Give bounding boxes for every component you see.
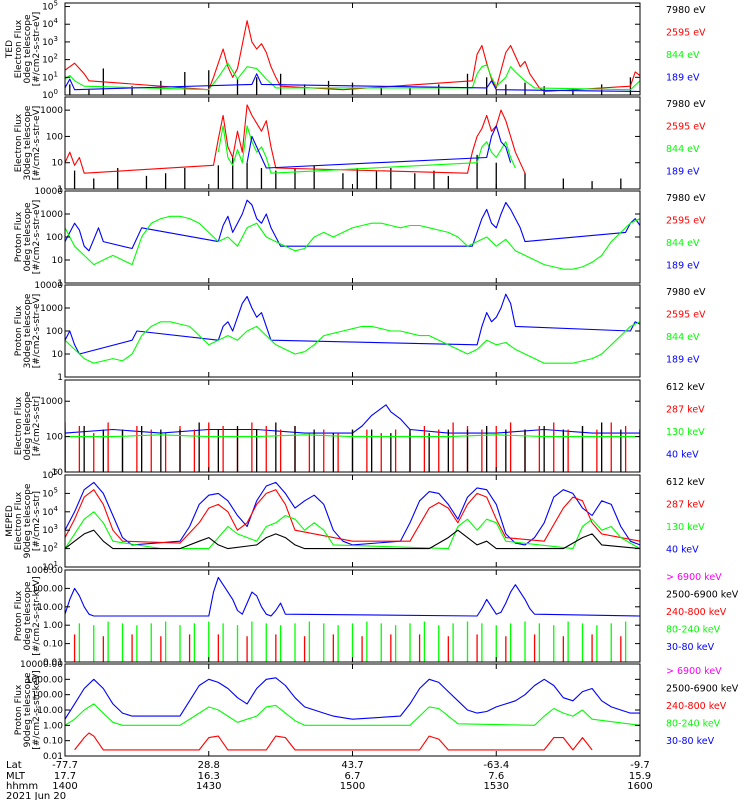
ytick-label-0: 1 [57,373,63,383]
legend-entry-0: 612 keV [666,477,705,488]
legend-entry-2: 130 keV [666,427,705,438]
legend-entry-1: 2500-6900 keV [666,684,739,695]
legend-entry-1: 2595 eV [666,216,706,227]
ytick-label-3: 1000 [40,106,63,116]
legend-entry-0: 7980 eV [666,5,706,16]
legend-entry-4: 30-80 keV [666,736,715,747]
ytick-label-2: 100 [46,132,63,142]
legend-entry-0: > 6900 keV [666,572,722,583]
legend-entry-0: 7980 eV [666,287,706,298]
xaxis-hhmm-value-3: 1530 [484,781,509,792]
ytick-label-4: 10000 [34,281,63,291]
legend-entry-1: 2500-6900 keV [666,590,739,601]
ytick-label-2: 100 [46,233,63,243]
ylabel-line-2: [#/cm2-s-str-eV] [32,294,42,369]
legend-entry-3: 189 eV [666,355,700,366]
legend-entry-0: 7980 eV [666,99,706,110]
legend-entry-3: 80-240 keV [666,625,721,636]
legend-entry-0: 612 keV [666,382,705,393]
legend-entry-1: 287 keV [666,405,705,416]
xaxis-hhmm-value-0: 1400 [52,781,77,792]
legend-entry-3: 189 eV [666,261,700,272]
legend-entry-1: 287 keV [666,500,705,511]
legend-entry-2: 130 keV [666,522,705,533]
ylabel-line-2: [#/cm2-s-str] [32,396,42,456]
legend-entry-4: 30-80 keV [666,642,715,653]
legend-entry-3: 40 keV [666,450,699,461]
xaxis-hhmm-value-4: 1600 [627,781,652,792]
xaxis-lat-value-1: 28.8 [198,760,220,771]
ytick-label-6: 10000.00 [20,660,63,670]
ylabel-line-2: [#/cm2-s-str-keV] [32,670,42,749]
legend-entry-2: 240-800 keV [666,607,727,618]
legend-entry-1: 2595 eV [666,122,706,133]
legend-entry-3: 189 eV [666,167,700,178]
ytick-label-3: 1000 [40,304,63,314]
ytick-label-4: 10000 [34,187,63,197]
ytick-label-5: 1000.00 [26,566,63,576]
legend-entry-2: 844 eV [666,144,700,155]
ytick-label-2: 1.00 [43,721,63,731]
ytick-label-3: 1000 [40,210,63,220]
ylabel-line-2: [#/cm2-s-str-eV] [32,200,42,275]
ytick-label-1: 10 [52,350,64,360]
xaxis-lat-value-3: -63.4 [483,760,509,771]
poes-summary-figure: 100101102103104105TED Electron Flux 0deg t… [0,0,750,800]
ytick-label-2: 100 [46,327,63,337]
ytick-label-1: 10 [52,256,64,266]
legend-entry-1: 2595 eV [666,310,706,321]
xaxis-lat-value-2: 43.7 [341,760,363,771]
ylabel-line-3: [#/cm2-s-str] [32,491,42,551]
ytick-label-2: 1000 [40,397,63,407]
legend-entry-0: > 6900 keV [666,666,722,677]
xaxis-lat-value-4: -9.7 [630,760,650,771]
legend-entry-1: 2595 eV [666,28,706,39]
date-label: 2021 Jun 20 [6,791,66,800]
ytick-label-1: 0.10 [43,640,63,650]
ytick-label-1: 100 [46,433,63,443]
ytick-label-1: 10 [52,159,64,169]
row-label-lat: Lat [6,760,22,771]
legend-entry-2: 844 eV [666,50,700,61]
xaxis-hhmm-value-1: 1430 [196,781,221,792]
legend-entry-2: 240-800 keV [666,701,727,712]
xaxis-lat-value-0: -77.7 [52,760,78,771]
ytick-label-1: 0.10 [43,737,63,747]
legend-entry-2: 844 eV [666,332,700,343]
ylabel-line-3: [#/cm2-s-str-eV] [32,12,42,87]
ylabel-line-2: [#/cm2-s-str-eV] [32,106,42,181]
legend-entry-0: 7980 eV [666,193,706,204]
legend-entry-3: 80-240 keV [666,719,721,730]
legend-entry-3: 40 keV [666,545,699,556]
ylabel-line-2: [#/cm2-s-str-keV] [32,576,42,655]
xaxis-hhmm-value-2: 1500 [340,781,365,792]
legend-entry-3: 189 eV [666,73,700,84]
ytick-label-2: 1.00 [43,621,63,631]
legend-entry-2: 844 eV [666,238,700,249]
